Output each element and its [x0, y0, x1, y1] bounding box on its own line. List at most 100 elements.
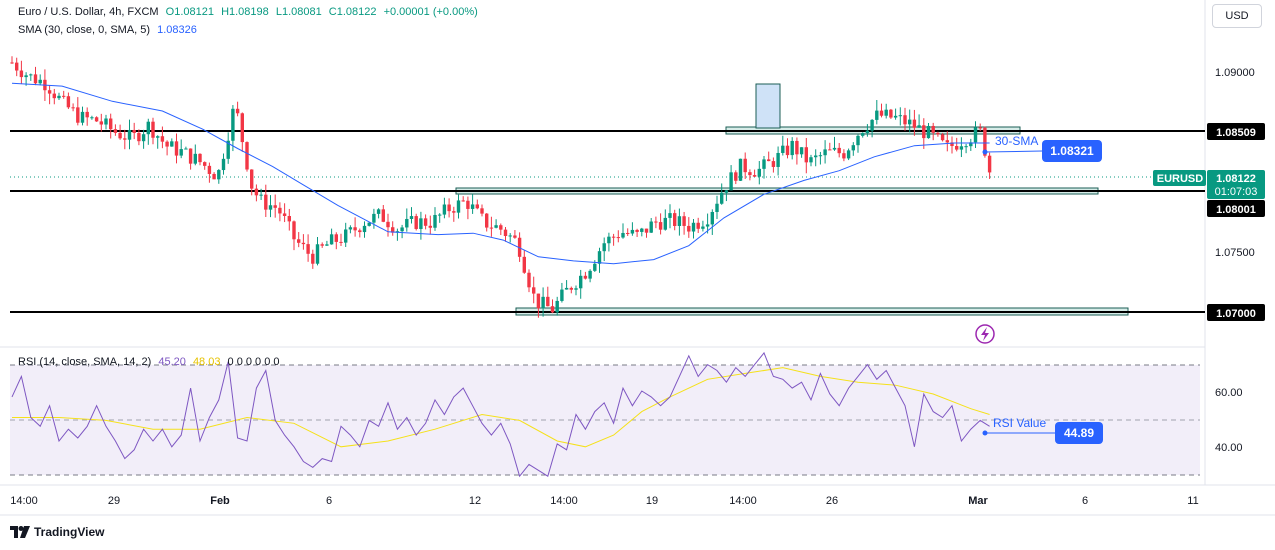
candle-body [85, 111, 89, 118]
candle-body [414, 216, 418, 229]
candle-body [814, 155, 818, 158]
candle-body [771, 161, 776, 167]
rsi-legend: RSI (14, close, SMA, 14, 2) 45.20 48.03 … [18, 356, 284, 368]
candle-body [94, 117, 99, 122]
candle-body [973, 127, 978, 143]
candle-body [38, 79, 42, 84]
candle-body [856, 135, 860, 146]
candle-body [71, 107, 75, 109]
change-value: +0.00001 (+0.00%) [383, 6, 478, 18]
candle-body [593, 263, 597, 271]
resistance-spike-box[interactable] [755, 83, 781, 129]
candle-body [442, 204, 447, 215]
candle-body [405, 218, 409, 228]
candle-body [301, 242, 306, 245]
candle-body [969, 142, 973, 147]
candle-body [245, 142, 249, 170]
candle-body [517, 237, 522, 257]
candle-body [320, 244, 324, 246]
candle-body [673, 213, 677, 226]
current-price-tag: 1.08122 01:07:03 [1207, 170, 1265, 199]
candle-body [104, 118, 108, 125]
candle-body [875, 110, 879, 120]
candle-body [748, 172, 752, 176]
candle-body [80, 111, 85, 123]
candle-body [597, 251, 602, 264]
candle-body [259, 194, 263, 196]
candle-body [198, 153, 202, 163]
candle-body [546, 296, 550, 307]
candle-body [828, 149, 832, 151]
candle-body [282, 213, 287, 217]
rsi-value-box [1055, 422, 1103, 444]
candle-body [254, 188, 259, 196]
lightning-icon[interactable] [975, 324, 995, 344]
rsi-value-text: 44.89 [1064, 426, 1094, 440]
sma-legend-label[interactable]: SMA (30, close, 0, SMA, 5) [18, 24, 151, 36]
candle-body [292, 221, 296, 240]
rsi-callout-text: RSI Value [993, 416, 1046, 430]
candle-body [508, 235, 512, 237]
candle-body [532, 287, 536, 294]
candle-body [235, 108, 240, 114]
candle-body [752, 175, 757, 177]
candle-body [583, 275, 588, 279]
candle-body [433, 214, 437, 228]
brand-logo[interactable]: TradingView [10, 525, 104, 539]
candle-body [76, 107, 80, 123]
candle-body [795, 140, 799, 155]
symbol-title[interactable]: Euro / U.S. Dollar, 4h, FXCM [18, 6, 159, 18]
candle-body [475, 204, 479, 209]
svg-text:01:07:03: 01:07:03 [1215, 186, 1258, 198]
rsi-ma-legend-value: 48.03 [192, 356, 221, 368]
candle-body [541, 296, 545, 309]
candle-body [959, 146, 964, 150]
y-tick-label: 1.07500 [1215, 247, 1255, 259]
candle-body [57, 95, 61, 99]
x-tick-label: 11 [1187, 495, 1198, 507]
candle-body [456, 200, 461, 213]
svg-text:1.08122: 1.08122 [1216, 173, 1256, 185]
resistance-price-label: 1.08509 [1207, 123, 1265, 140]
x-tick-label: Mar [968, 495, 988, 507]
candle-body [912, 119, 917, 128]
candle-body [611, 236, 616, 238]
sma-callout-dot [982, 149, 988, 155]
candle-body [649, 221, 653, 233]
candle-body [635, 229, 639, 232]
candle-body [311, 253, 315, 264]
candle-body [588, 270, 592, 279]
candle-body [950, 142, 954, 147]
candle-body [353, 227, 357, 231]
candle-body [621, 232, 625, 238]
candle-body [955, 146, 959, 150]
candle-body [715, 203, 719, 212]
candle-body [127, 129, 132, 140]
candle-body [983, 127, 987, 156]
candle-body [264, 194, 268, 210]
currency-button[interactable]: USD [1212, 4, 1262, 28]
rsi-legend-label[interactable]: RSI (14, close, SMA, 14, 2) [18, 356, 152, 368]
candle-body [90, 117, 94, 119]
x-tick-label: 26 [826, 495, 838, 507]
candle-body [344, 229, 348, 243]
candle-body [804, 147, 808, 163]
candle-body [15, 62, 19, 71]
rsi-line [11, 351, 990, 478]
x-tick-label: 14:00 [729, 495, 757, 507]
candle-body [710, 211, 714, 225]
candle-body [132, 129, 136, 133]
candle-body [372, 213, 376, 223]
candle-body [738, 158, 743, 181]
candle-body [240, 113, 244, 143]
candle-body [640, 228, 644, 232]
candle-body [33, 74, 38, 84]
candle-body [687, 225, 691, 232]
candle-body [99, 121, 103, 125]
brand-name: TradingView [34, 525, 105, 539]
candle-body [743, 158, 747, 173]
candle-body [978, 127, 982, 129]
candle-body [776, 152, 780, 167]
candle-body [489, 227, 494, 229]
